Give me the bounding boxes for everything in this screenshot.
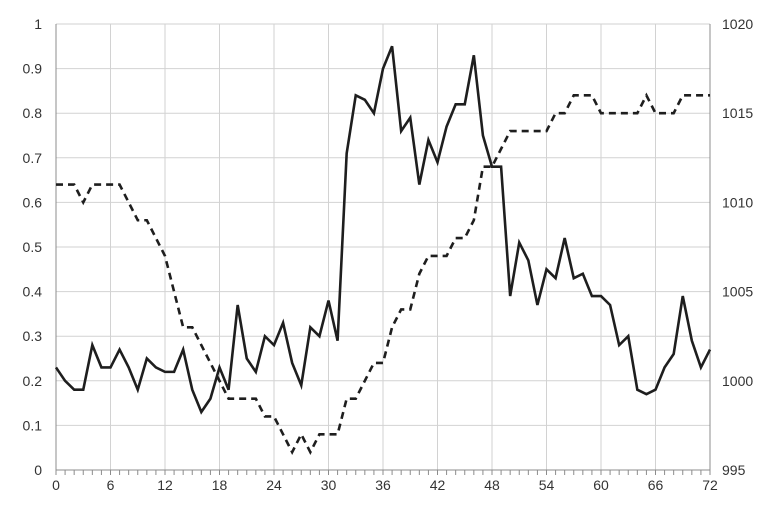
y-left-tick-label-1: 0.1: [23, 417, 43, 433]
x-tick-label-5: 30: [321, 477, 337, 493]
x-tick-label-11: 66: [648, 477, 664, 493]
y-left-tick-label-10: 1: [34, 16, 42, 32]
x-tick-label-0: 0: [52, 477, 60, 493]
x-tick-label-4: 24: [266, 477, 282, 493]
series-layer: [54, 45, 712, 456]
y-right-tick-label-2: 1005: [722, 284, 753, 300]
y-right-tick-label-3: 1010: [722, 194, 753, 210]
y-left-tick-label-4: 0.4: [23, 284, 43, 300]
y-right-tick-label-1: 1000: [722, 373, 753, 389]
x-tick-label-10: 60: [593, 477, 609, 493]
y-left-tick-label-6: 0.6: [23, 194, 43, 210]
x-tick-label-6: 36: [375, 477, 391, 493]
gridlines: [55, 23, 711, 471]
y-left-tick-label-9: 0.9: [23, 61, 43, 77]
y-right-tick-label-4: 1015: [722, 105, 753, 121]
x-tick-label-1: 6: [107, 477, 115, 493]
y-left-tick-label-8: 0.8: [23, 105, 43, 121]
x-tick-label-3: 18: [212, 477, 228, 493]
x-tick-label-8: 48: [484, 477, 500, 493]
x-tick-label-9: 54: [539, 477, 555, 493]
y-left-tick-label-3: 0.3: [23, 328, 43, 344]
solid-series-line: [54, 45, 712, 415]
y-left-tick-label-0: 0: [34, 462, 42, 478]
axes: [55, 24, 711, 475]
x-tick-label-2: 12: [157, 477, 173, 493]
y-left-tick-label-7: 0.7: [23, 150, 43, 166]
y-left-tick-label-2: 0.2: [23, 373, 43, 389]
x-tick-label-12: 72: [702, 477, 718, 493]
y-right-tick-label-5: 1020: [722, 16, 753, 32]
x-tick-label-7: 42: [430, 477, 446, 493]
tick-labels: 0 6 12 18 24 30 36 42 48 54 60 66 72 0 0.1 0.2 0.3 0.4 0.5…: [23, 16, 754, 493]
y-right-tick-label-0: 995: [722, 462, 746, 478]
y-left-tick-label-5: 0.5: [23, 239, 43, 255]
dashed-series-line: [56, 92, 710, 456]
